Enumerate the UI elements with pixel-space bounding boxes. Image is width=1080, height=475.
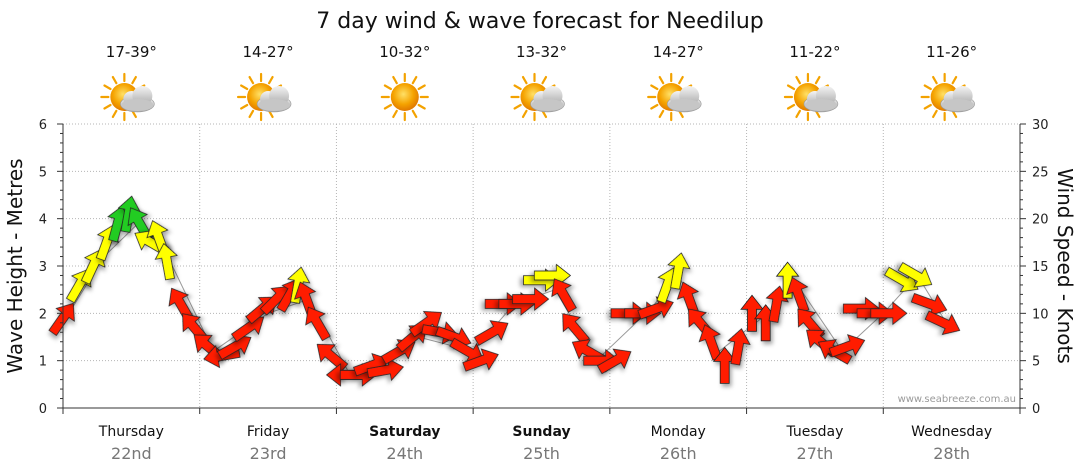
watermark: www.seabreeze.com.au	[898, 394, 1016, 405]
y-tick-label-right: 0	[1032, 402, 1040, 417]
wind-arrow	[667, 252, 691, 290]
day-name-label: Saturday	[369, 424, 440, 440]
y-axis-right-label: Wind Speed - Knots	[1053, 168, 1077, 364]
y-tick-label-left: 3	[39, 260, 47, 275]
partly-cloudy-icon	[920, 72, 975, 122]
wind-arrow	[473, 320, 509, 346]
y-tick-label-right: 5	[1032, 355, 1040, 370]
partly-cloudy-icon	[100, 72, 155, 122]
day-temperature: 11-26°	[926, 43, 977, 61]
day-date-label: 27th	[797, 444, 834, 463]
day-headers: 17-39° 14-27° 10-32° 13-32° 14-27° 11-22° 11-2…	[100, 43, 977, 122]
wind-arrow	[897, 262, 933, 288]
chart-axes: 0 01 52 103 154 205 256 30	[39, 118, 1049, 417]
partly-cloudy-icon	[236, 72, 292, 122]
y-tick-label-left: 1	[39, 355, 47, 370]
day-date-label: 22nd	[111, 444, 152, 463]
wind-arrow	[305, 306, 331, 342]
day-temperature: 10-32°	[379, 43, 430, 61]
chart-grid	[63, 123, 1020, 408]
y-tick-label-left: 5	[39, 165, 47, 180]
day-name-label: Wednesday	[911, 424, 992, 440]
wind-arrow	[727, 328, 751, 366]
day-temperature: 17-39°	[106, 43, 157, 61]
day-date-label: 28th	[933, 444, 970, 463]
y-tick-label-right: 10	[1032, 307, 1049, 322]
wind-arrow	[828, 334, 866, 358]
y-tick-label-left: 0	[39, 402, 47, 417]
day-name-label: Monday	[651, 424, 706, 440]
wind-arrow	[316, 343, 349, 372]
partly-cloudy-icon	[783, 72, 839, 122]
wind-arrow	[512, 287, 550, 311]
wind-arrow	[551, 278, 577, 313]
wind-arrow	[870, 301, 908, 326]
y-tick-label-right: 30	[1032, 118, 1049, 133]
x-axis-labels: Thursday 22nd Friday 23rd Saturday 24th Sunday…	[98, 424, 992, 463]
wind-arrow	[48, 302, 75, 336]
y-tick-label-left: 6	[39, 118, 47, 133]
sun-icon	[380, 72, 429, 122]
wind-arrows	[48, 195, 961, 387]
day-temperature: 11-22°	[789, 43, 840, 61]
y-tick-label-right: 15	[1032, 260, 1049, 275]
day-date-label: 24th	[386, 444, 423, 463]
day-date-label: 23rd	[250, 444, 287, 463]
day-name-label: Friday	[247, 424, 289, 440]
day-temperature: 13-32°	[516, 43, 567, 61]
y-tick-label-right: 25	[1032, 165, 1049, 180]
day-temperature: 14-27°	[243, 43, 294, 61]
y-tick-label-left: 4	[39, 213, 47, 228]
day-name-label: Thursday	[98, 424, 164, 440]
wind-arrow	[596, 348, 632, 375]
wind-arrow	[462, 348, 499, 372]
y-tick-label-left: 2	[39, 307, 47, 322]
day-temperature: 14-27°	[653, 43, 704, 61]
y-axis-left-label: Wave Height - Metres	[3, 158, 27, 373]
day-name-label: Tuesday	[785, 424, 843, 440]
day-name-label: Sunday	[512, 424, 570, 440]
wind-arrow	[775, 261, 800, 299]
day-date-label: 25th	[523, 444, 560, 463]
wind-arrow	[287, 266, 311, 304]
partly-cloudy-icon	[510, 72, 565, 122]
wind-arrow	[924, 310, 961, 336]
y-tick-label-right: 20	[1032, 213, 1049, 228]
partly-cloudy-icon	[647, 72, 702, 122]
wind-arrow	[154, 242, 178, 281]
chart-title: 7 day wind & wave forecast for Needilup	[316, 9, 763, 34]
day-date-label: 26th	[660, 444, 697, 463]
